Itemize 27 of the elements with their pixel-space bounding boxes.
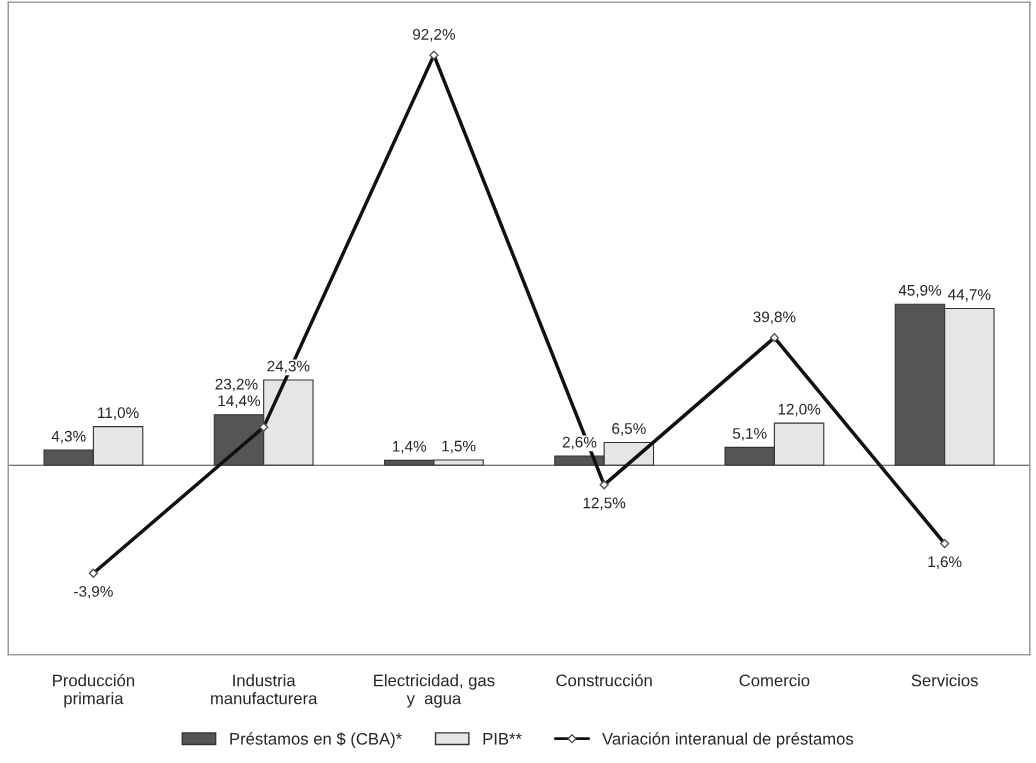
x-tick-label: Servicios [911, 674, 978, 687]
data-label: 24,3% [267, 360, 310, 374]
data-label: 1,6% [928, 556, 962, 569]
legend-label: PIB** [483, 733, 522, 745]
data-label: 11,0% [98, 407, 139, 420]
data-label: 23,2% [215, 378, 258, 392]
legend-label: Préstamos en $ (CBA)* [230, 732, 402, 748]
data-label: 45,9% [898, 284, 942, 298]
data-label: 6,5% [612, 423, 646, 436]
x-tick-label: Industria manufacturera [211, 674, 318, 705]
x-tick-label: Producción primaria [53, 673, 135, 708]
x-tick-label: Comercio [739, 674, 810, 687]
x-tick-label: Construcción [556, 673, 652, 687]
data-label: 14,4% [218, 395, 261, 408]
data-label: 4,3% [51, 430, 86, 444]
data-label: -3,9% [74, 585, 113, 599]
data-label: 12,0% [778, 403, 821, 417]
legend-label: Variación interanual de préstamos [602, 732, 854, 748]
data-label: 39,8% [753, 311, 796, 325]
data-label: 5,1% [732, 428, 767, 441]
data-label: 12,5% [583, 497, 626, 511]
data-label: 44,7% [948, 289, 991, 302]
data-label: 2,6% [562, 436, 597, 450]
data-label: 1,5% [442, 440, 476, 454]
data-label: 92,2% [412, 28, 456, 42]
x-tick-label: Electricidad, gas y agua [374, 674, 495, 708]
data-label: 1,4% [392, 441, 427, 454]
